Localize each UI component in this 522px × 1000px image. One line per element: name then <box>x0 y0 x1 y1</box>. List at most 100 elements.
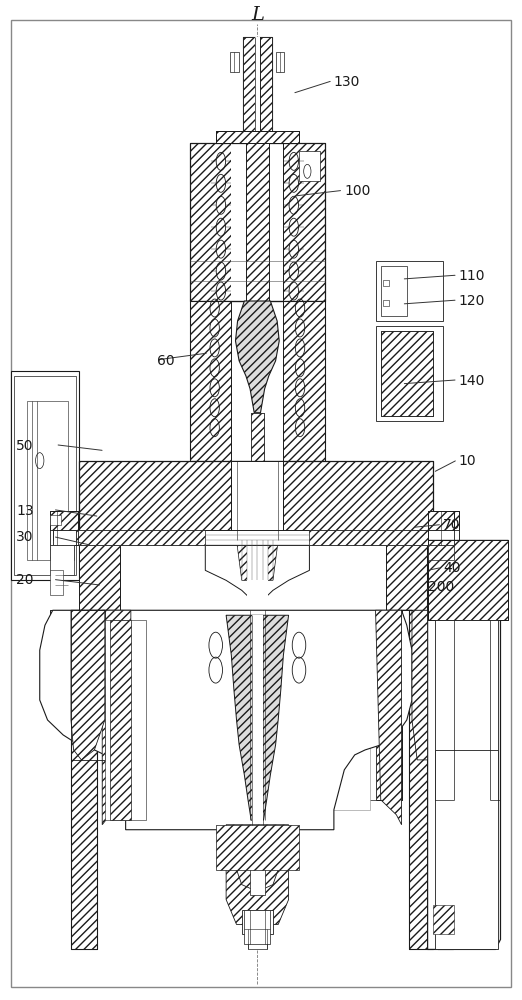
Bar <box>53 511 79 540</box>
Polygon shape <box>236 540 278 580</box>
Polygon shape <box>216 131 299 143</box>
Polygon shape <box>79 540 121 610</box>
Polygon shape <box>310 530 428 545</box>
Bar <box>435 620 498 800</box>
Text: 60: 60 <box>157 354 174 368</box>
Bar <box>242 910 273 934</box>
Bar <box>435 750 498 949</box>
Bar <box>231 461 283 540</box>
Bar <box>71 610 97 949</box>
Text: 40: 40 <box>443 561 461 575</box>
Polygon shape <box>375 610 401 825</box>
Polygon shape <box>251 413 264 461</box>
Polygon shape <box>246 143 269 301</box>
Bar <box>106 620 114 640</box>
Text: 110: 110 <box>459 269 485 283</box>
Bar <box>189 301 325 461</box>
Bar <box>50 545 74 575</box>
Polygon shape <box>50 545 74 560</box>
Polygon shape <box>386 540 428 610</box>
Polygon shape <box>381 331 433 416</box>
Polygon shape <box>239 630 276 805</box>
Bar <box>102 610 126 800</box>
Polygon shape <box>131 620 236 810</box>
Bar <box>14 376 76 575</box>
Bar <box>50 610 92 625</box>
Bar <box>375 610 401 800</box>
Bar <box>53 530 79 540</box>
Polygon shape <box>226 825 289 892</box>
Polygon shape <box>278 620 370 810</box>
Polygon shape <box>239 137 243 145</box>
Bar <box>375 261 443 321</box>
Bar <box>383 300 388 306</box>
Text: 120: 120 <box>459 294 485 308</box>
Polygon shape <box>110 620 131 820</box>
Bar <box>251 413 264 461</box>
Bar <box>106 670 114 690</box>
Bar <box>246 143 269 301</box>
Polygon shape <box>79 461 231 540</box>
Bar <box>126 610 375 800</box>
Bar <box>250 610 265 820</box>
Bar <box>189 143 325 301</box>
Polygon shape <box>428 545 454 560</box>
Polygon shape <box>226 615 289 825</box>
Bar <box>79 461 433 540</box>
Polygon shape <box>226 820 289 924</box>
Polygon shape <box>53 511 79 540</box>
Bar <box>244 910 270 944</box>
Polygon shape <box>71 610 433 949</box>
Text: 20: 20 <box>16 573 34 587</box>
Bar <box>409 610 433 949</box>
Bar <box>358 627 375 635</box>
Polygon shape <box>189 143 231 301</box>
Text: 10: 10 <box>459 454 477 468</box>
Polygon shape <box>409 610 433 949</box>
Bar <box>387 670 395 690</box>
Bar <box>231 143 283 301</box>
Bar <box>76 530 428 545</box>
Polygon shape <box>71 610 97 949</box>
Bar <box>299 151 320 181</box>
Polygon shape <box>189 301 231 461</box>
Polygon shape <box>71 610 105 760</box>
Bar <box>381 266 407 316</box>
Bar <box>248 929 267 949</box>
Polygon shape <box>272 137 276 145</box>
Bar <box>358 647 375 655</box>
Text: 140: 140 <box>459 374 485 388</box>
Bar <box>387 620 395 640</box>
Bar <box>381 331 433 416</box>
Bar <box>71 610 105 760</box>
Polygon shape <box>243 37 255 131</box>
Polygon shape <box>102 610 131 825</box>
Bar <box>250 835 265 895</box>
Polygon shape <box>102 610 126 800</box>
Bar <box>230 52 239 72</box>
Bar <box>53 530 79 545</box>
Polygon shape <box>50 610 92 625</box>
Polygon shape <box>433 511 459 540</box>
Bar <box>255 37 260 131</box>
Bar <box>50 570 63 595</box>
Polygon shape <box>236 610 278 820</box>
Text: 30: 30 <box>16 530 34 544</box>
Text: L: L <box>251 6 264 24</box>
Polygon shape <box>50 511 78 530</box>
Bar <box>276 52 284 72</box>
Polygon shape <box>401 610 428 760</box>
Polygon shape <box>428 511 454 530</box>
Bar <box>428 540 508 620</box>
Polygon shape <box>235 301 279 413</box>
Bar <box>126 627 141 635</box>
Text: 70: 70 <box>443 518 461 532</box>
Polygon shape <box>375 610 401 800</box>
Polygon shape <box>205 540 310 605</box>
Bar <box>27 401 68 560</box>
Bar <box>375 326 443 421</box>
Bar <box>252 615 263 825</box>
Polygon shape <box>260 37 272 131</box>
Polygon shape <box>283 301 325 461</box>
Bar <box>433 511 459 540</box>
